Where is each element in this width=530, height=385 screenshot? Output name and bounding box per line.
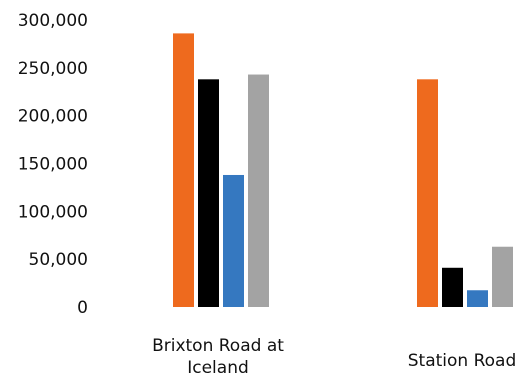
bar-series-3-category-2 xyxy=(467,290,488,307)
category-label: Brixton Road at xyxy=(152,336,284,356)
bar-series-2-category-1 xyxy=(198,79,219,308)
y-tick-label: 50,000 xyxy=(29,250,88,270)
bars xyxy=(173,33,513,308)
y-tick-label: 150,000 xyxy=(18,155,88,175)
bar-series-2-category-2 xyxy=(442,267,463,307)
bar-series-1-category-1 xyxy=(173,33,194,307)
y-tick-label: 300,000 xyxy=(18,11,88,31)
y-tick-label: 100,000 xyxy=(18,202,88,222)
category-label: Iceland xyxy=(187,358,249,378)
bar-series-3-category-1 xyxy=(223,174,244,307)
y-tick-label: 0 xyxy=(77,298,88,318)
y-tick-label: 200,000 xyxy=(18,107,88,127)
category-label: Station Road xyxy=(408,351,517,371)
y-tick-label: 250,000 xyxy=(18,59,88,79)
bar-series-4-category-1 xyxy=(248,74,269,307)
bar-series-4-category-2 xyxy=(492,246,513,307)
bar-series-1-category-2 xyxy=(417,79,438,308)
y-axis: 0 50,000 100,000 150,000 200,000 250,000 300,0… xyxy=(18,11,88,318)
